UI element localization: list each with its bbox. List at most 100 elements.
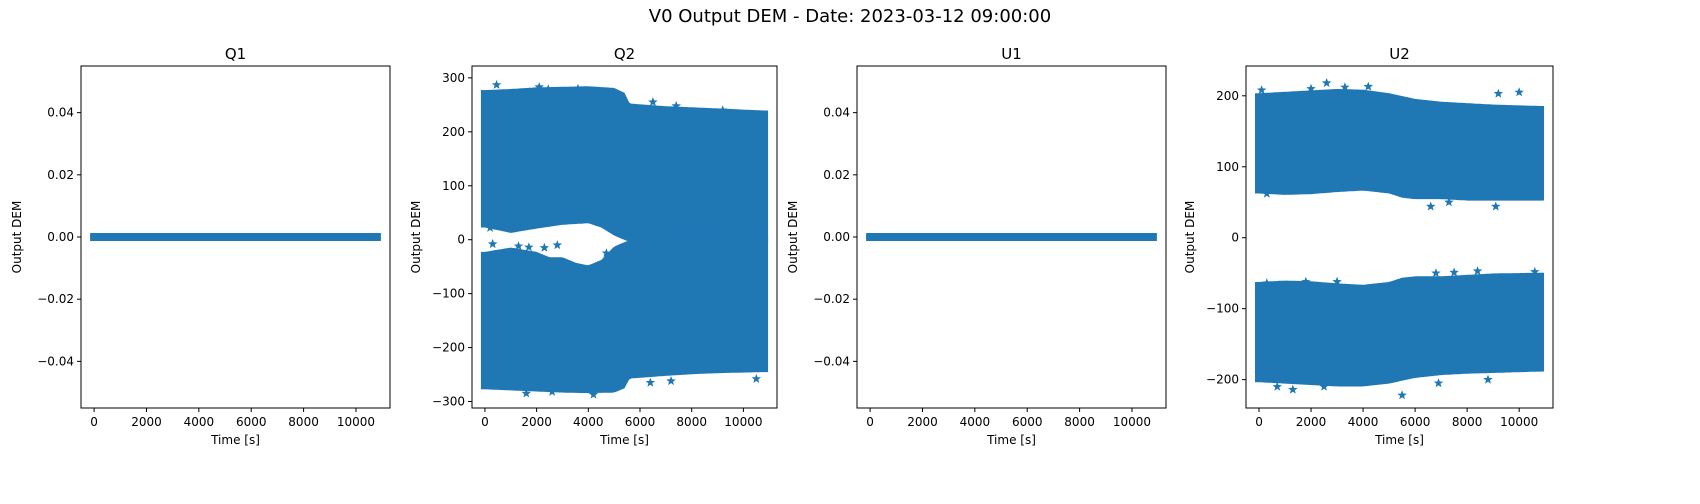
subplot-title: Q1	[225, 45, 246, 63]
data-point	[1426, 201, 1436, 211]
y-axis-label: Output DEM	[1183, 201, 1197, 274]
y-tick-label: 0.00	[823, 230, 850, 244]
x-tick-label: 8000	[676, 415, 707, 429]
x-axis-label: Time [s]	[1374, 433, 1424, 447]
data-point	[537, 218, 547, 228]
y-tick-label: −200	[1206, 373, 1239, 387]
data-band-0-0	[866, 233, 1157, 241]
data-point	[1272, 381, 1282, 391]
data-point	[1472, 266, 1483, 276]
subplot-u1: 0 2000 4000 6000 8000 10000 −0.04 −0.02 0.00 0.02…	[786, 45, 1167, 447]
y-tick-label: 100	[442, 179, 465, 193]
y-tick-label: 0.04	[47, 106, 74, 120]
x-tick-label: 10000	[1500, 415, 1538, 429]
data-point	[1449, 267, 1459, 277]
data-band-0-0	[480, 86, 769, 243]
x-tick-label: 4000	[1348, 415, 1379, 429]
data-point	[671, 100, 681, 110]
data-point	[1306, 83, 1316, 93]
data-point	[581, 212, 591, 222]
x-tick-label: 6000	[236, 415, 267, 429]
x-tick-label: 6000	[1400, 415, 1431, 429]
x-tick-label: 4000	[573, 415, 604, 429]
data-point	[1530, 266, 1540, 276]
data-point	[557, 213, 568, 223]
data-point	[1262, 188, 1272, 198]
y-tick-label: 0.02	[47, 168, 74, 182]
data-point	[1256, 85, 1267, 95]
data-point	[543, 84, 553, 94]
data-point	[645, 377, 656, 387]
y-axis-label: Output DEM	[786, 201, 800, 274]
data-point	[666, 376, 676, 386]
data-point	[521, 388, 531, 398]
y-tick-label: −100	[432, 287, 465, 301]
x-tick-label: 10000	[1113, 415, 1151, 429]
y-tick-label: 0.02	[823, 168, 850, 182]
x-tick-label: 0	[1255, 415, 1263, 429]
subplot-title: Q2	[614, 45, 635, 63]
data-point	[485, 222, 495, 232]
data-point	[1483, 374, 1493, 384]
data-point	[1433, 378, 1444, 388]
y-tick-label: 200	[1216, 89, 1239, 103]
data-point	[1444, 197, 1454, 207]
data-point	[1397, 390, 1407, 400]
x-axis-label: Time [s]	[210, 433, 260, 447]
data-point	[751, 373, 762, 383]
x-tick-label: 2000	[521, 415, 552, 429]
x-tick-label: 2000	[131, 415, 162, 429]
data-point	[487, 239, 498, 249]
data-point	[491, 79, 502, 89]
x-tick-label: 4000	[184, 415, 215, 429]
subplot-title: U2	[1389, 45, 1410, 63]
y-tick-label: −0.02	[813, 292, 850, 306]
y-axis-label: Output DEM	[10, 201, 24, 274]
x-tick-label: 0	[866, 415, 874, 429]
data-point	[495, 220, 506, 230]
y-tick-label: −0.04	[37, 354, 74, 368]
x-tick-label: 6000	[1012, 415, 1043, 429]
y-tick-label: −0.02	[37, 292, 74, 306]
data-point	[1491, 201, 1501, 211]
data-point	[552, 240, 563, 250]
data-point	[1301, 276, 1311, 286]
data-band-0-0	[1255, 89, 1544, 201]
x-tick-label: 8000	[288, 415, 319, 429]
x-tick-label: 8000	[1452, 415, 1483, 429]
data-band-0-1	[480, 236, 769, 394]
x-tick-label: 0	[481, 415, 489, 429]
subplot-title: U1	[1001, 45, 1022, 63]
data-point	[547, 386, 557, 396]
y-tick-label: 0.04	[823, 106, 850, 120]
data-point	[1332, 276, 1342, 286]
y-tick-label: 200	[442, 125, 465, 139]
data-point	[718, 105, 728, 115]
data-point	[539, 242, 550, 252]
data-band-0-1	[1255, 272, 1544, 387]
data-point	[1262, 278, 1272, 288]
data-band-0-0	[90, 233, 381, 241]
x-axis-label: Time [s]	[986, 433, 1036, 447]
x-tick-label: 4000	[960, 415, 991, 429]
data-point	[601, 248, 612, 258]
y-tick-label: −100	[1206, 302, 1239, 316]
subplot-q1: 0 2000 4000 6000 8000 10000 −0.04 −0.02 0.00 0.02…	[10, 45, 391, 447]
x-tick-label: 10000	[337, 415, 375, 429]
axes-frame	[1245, 65, 1554, 409]
data-point	[1363, 81, 1373, 91]
data-point	[513, 241, 524, 251]
y-tick-label: 0	[457, 233, 465, 247]
data-point	[588, 389, 599, 399]
x-tick-label: 2000	[907, 415, 938, 429]
y-tick-label: 0.00	[47, 230, 74, 244]
data-point	[573, 83, 583, 93]
y-tick-label: 300	[442, 71, 465, 85]
x-tick-label: 2000	[1296, 415, 1327, 429]
data-point	[524, 242, 534, 252]
data-point	[1431, 268, 1441, 278]
x-tick-label: 6000	[625, 415, 656, 429]
axes-frame	[471, 65, 778, 409]
